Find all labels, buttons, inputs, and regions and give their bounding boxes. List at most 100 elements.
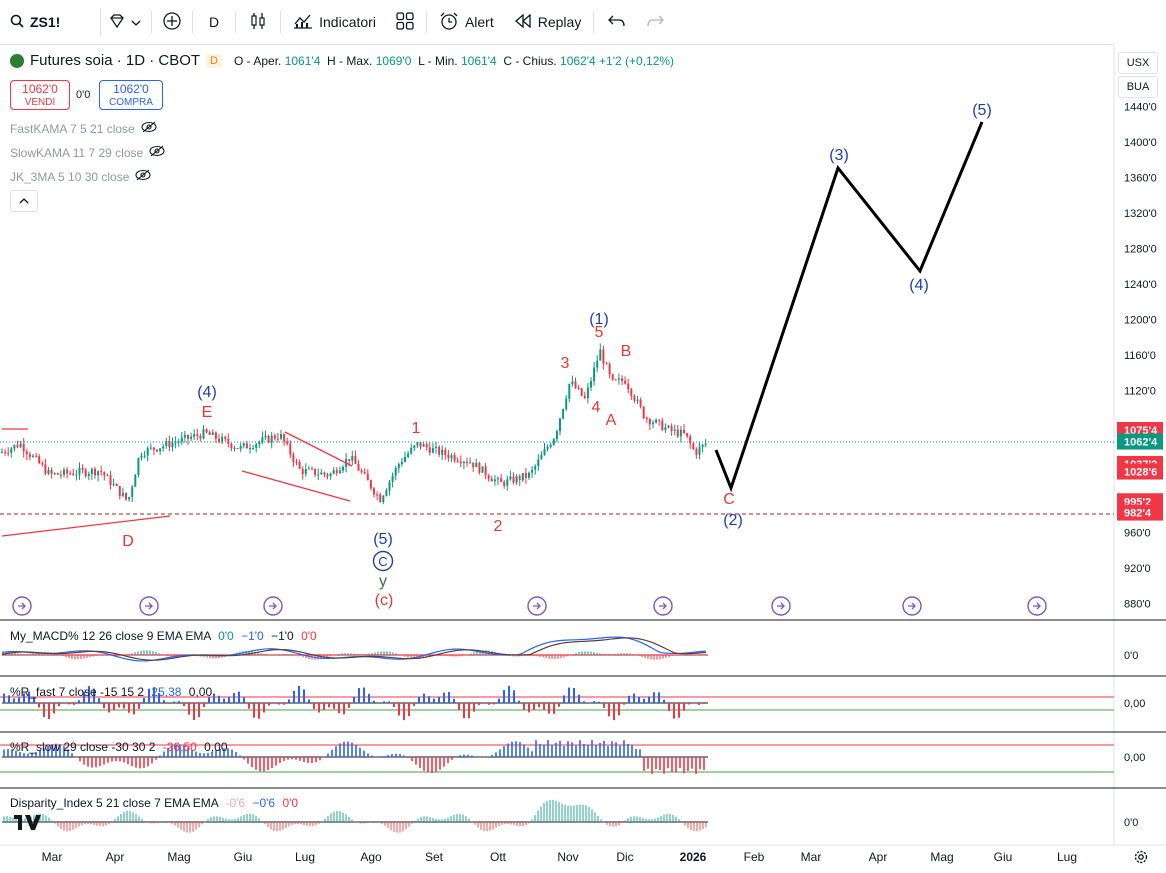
layouts-button[interactable] bbox=[386, 6, 424, 38]
eye-hidden-icon[interactable] bbox=[135, 169, 151, 184]
candle-body bbox=[35, 455, 38, 457]
redo-button[interactable] bbox=[638, 6, 672, 38]
collapse-legend-button[interactable] bbox=[10, 190, 38, 212]
candle-body bbox=[648, 419, 651, 425]
candle-body bbox=[357, 463, 360, 471]
add-symbol-button[interactable] bbox=[154, 6, 190, 38]
symbol-text: ZS1! bbox=[30, 14, 61, 30]
candle-body bbox=[605, 363, 608, 365]
price-axis[interactable]: 0'0 0,00 0,00 0'0 1440'0 1400'0 1360'0 1320'0 12… bbox=[1117, 101, 1163, 829]
candle-body bbox=[425, 444, 428, 448]
candle-body bbox=[428, 447, 431, 453]
pane-rfast-label[interactable]: %R_fast 7 close -15 15 2 25,38 0,00 bbox=[10, 685, 212, 699]
candle-body bbox=[317, 474, 320, 476]
candle-body bbox=[462, 461, 465, 464]
candle-body bbox=[193, 434, 196, 437]
unit-button[interactable]: BUA bbox=[1118, 76, 1158, 98]
pane-axis-tick: 0'0 bbox=[1124, 650, 1138, 662]
candle-body bbox=[1, 451, 3, 453]
high-value: 1069'0 bbox=[375, 53, 412, 68]
overlay-jk3ma[interactable]: JK_3MA 5 10 30 close bbox=[10, 169, 151, 184]
undo-button[interactable] bbox=[596, 6, 638, 38]
replay-label: Replay bbox=[537, 14, 582, 30]
candle-body bbox=[66, 469, 69, 474]
candle-body bbox=[221, 436, 224, 442]
candle-body bbox=[199, 435, 202, 439]
candle-body bbox=[410, 448, 413, 454]
candle-body bbox=[100, 471, 103, 473]
buy-button[interactable]: 1062'0 COMPRA bbox=[99, 80, 163, 110]
chart-type-button[interactable] bbox=[238, 6, 278, 38]
symbol-search[interactable]: ZS1! bbox=[6, 8, 101, 36]
tradingview-logo bbox=[14, 815, 41, 830]
time-tick: Mag bbox=[167, 850, 190, 864]
wave-projection-path bbox=[714, 121, 984, 493]
alert-button[interactable]: Alert bbox=[429, 6, 504, 38]
eye-hidden-icon[interactable] bbox=[141, 121, 157, 136]
candle-body bbox=[338, 470, 341, 474]
candle-body bbox=[593, 367, 596, 382]
overlay-fastkama[interactable]: FastKAMA 7 5 21 close bbox=[10, 121, 157, 136]
candle-body bbox=[400, 461, 403, 465]
candle-body bbox=[679, 429, 682, 437]
candle-body bbox=[435, 446, 437, 449]
wave-label: (5) bbox=[972, 102, 992, 119]
event-marker-icon bbox=[771, 596, 791, 616]
candle-body bbox=[404, 456, 406, 462]
candle-body bbox=[13, 444, 16, 449]
pane-macd-label[interactable]: My_MACD% 12 26 close 9 EMA EMA 0'0 −1'0 … bbox=[10, 629, 317, 643]
chart-area[interactable]: (4) E D 1 2 (5) Cy (c) (1)5 3 4 B A C (2) (3) (4) (5) 0'0… bbox=[0, 44, 1166, 873]
pane-value: −1'0 bbox=[271, 629, 294, 643]
wave-label: (4) bbox=[197, 384, 217, 401]
candle-body bbox=[413, 445, 416, 449]
pane-axis-tick: 0,00 bbox=[1124, 698, 1145, 710]
candle-body bbox=[320, 472, 323, 475]
grid-icon bbox=[396, 11, 414, 33]
pane-rslow-label[interactable]: %R_slow 29 close -30 30 2 -26,50 0,00 bbox=[10, 740, 228, 754]
candle-body bbox=[701, 444, 704, 448]
price-badge-text: 1028'6 bbox=[1124, 467, 1157, 479]
candle-body bbox=[655, 419, 658, 423]
candle-body bbox=[624, 380, 627, 384]
candle-body bbox=[227, 438, 230, 444]
price-tick: 1440'0 bbox=[1124, 101, 1157, 113]
candle-body bbox=[528, 472, 530, 478]
price-badge bbox=[1117, 433, 1163, 450]
candle-body bbox=[472, 462, 475, 468]
candle-body bbox=[447, 454, 450, 459]
candle-body bbox=[146, 448, 149, 456]
sell-button[interactable]: 1062'0 VENDI bbox=[10, 80, 70, 110]
candle-body bbox=[689, 436, 692, 444]
currency-button[interactable]: USX bbox=[1118, 52, 1158, 74]
chart-settings-button[interactable] bbox=[1133, 849, 1149, 865]
compare-button[interactable] bbox=[101, 6, 149, 38]
indicators-button[interactable]: Indicatori bbox=[283, 6, 386, 38]
pane-disparity-label[interactable]: Disparity_Index 5 21 close 7 EMA EMA -0'… bbox=[10, 796, 298, 810]
candle-body bbox=[475, 462, 478, 468]
plus-circle-icon bbox=[162, 11, 182, 34]
candle-body bbox=[69, 473, 72, 475]
time-tick: Apr bbox=[106, 850, 125, 864]
candle-body bbox=[580, 388, 583, 396]
replay-button[interactable]: Replay bbox=[504, 6, 592, 38]
candle-body bbox=[84, 469, 87, 476]
candle-body bbox=[258, 441, 261, 445]
candle-body bbox=[686, 433, 689, 437]
overlay-slowkama[interactable]: SlowKAMA 11 7 29 close bbox=[10, 145, 165, 160]
pane-value: -26,50 bbox=[162, 740, 197, 754]
candle-body bbox=[128, 497, 131, 500]
time-tick: Feb bbox=[744, 850, 765, 864]
eye-hidden-icon[interactable] bbox=[149, 145, 165, 160]
legend-title[interactable]: Futures soia · 1D · CBOT bbox=[30, 52, 201, 69]
candle-body bbox=[540, 454, 543, 460]
candle-body bbox=[422, 444, 425, 447]
time-axis[interactable]: Mar Apr Mag Giu Lug Ago Set Ott Nov Dic 2026 Feb Mar… bbox=[42, 850, 1077, 864]
pane-axis-tick: 0,00 bbox=[1124, 752, 1145, 764]
candle-body bbox=[131, 486, 134, 498]
interval-button[interactable]: D bbox=[195, 6, 233, 38]
candle-body bbox=[224, 436, 227, 439]
price-tick: 880'0 bbox=[1124, 599, 1151, 611]
wave-label: 1 bbox=[412, 420, 421, 437]
time-tick: Giu bbox=[234, 850, 253, 864]
candle-body bbox=[441, 449, 444, 455]
